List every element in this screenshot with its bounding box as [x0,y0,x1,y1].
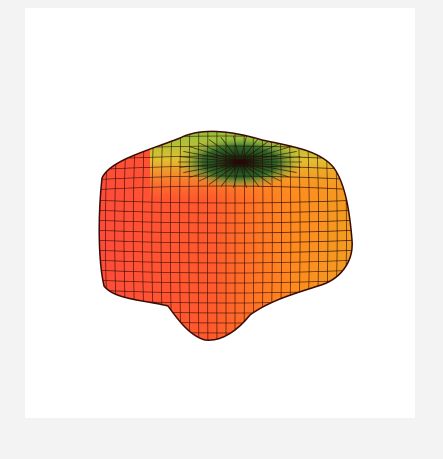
mesh-line [99,219,353,224]
mesh-line [239,146,291,163]
mesh-line [208,161,241,185]
mesh-line [233,136,241,163]
mesh-line [220,161,241,187]
mesh-line [239,161,282,182]
mesh-line [239,161,301,168]
mesh-line [208,139,241,163]
mesh-line [189,161,241,178]
mesh-line [239,161,260,187]
mesh-line [198,142,241,163]
mesh-line [99,199,353,204]
mesh-line [351,131,353,341]
surface [90,126,360,341]
mesh-line [99,229,353,234]
mesh-line [207,131,209,341]
mesh-line [99,175,353,181]
mesh-line [99,339,353,341]
mesh-line [239,161,247,188]
mesh-line [220,137,241,163]
mesh-line [183,161,241,173]
mesh-line [239,137,260,163]
mesh-line [233,161,241,188]
mesh-line [239,136,247,163]
mesh-line [99,209,353,214]
mesh-line [179,156,241,163]
mesh-line [239,161,272,185]
mesh-line [239,161,297,173]
mesh-line [239,156,301,163]
mesh-line [239,161,291,178]
mesh-line [239,151,297,163]
mesh-line [99,259,353,264]
mesh-line [99,269,353,274]
mesh-line [198,161,241,182]
mesh-line [90,126,360,130]
mesh-line [239,139,272,163]
mesh-line [99,185,353,191]
mesh-line [179,161,241,168]
mesh-line [183,151,241,163]
mesh-line [99,249,353,254]
mesh-line [99,279,353,284]
mesh-line [239,142,282,163]
mesh-line [99,239,353,244]
mesh-line [189,146,241,163]
